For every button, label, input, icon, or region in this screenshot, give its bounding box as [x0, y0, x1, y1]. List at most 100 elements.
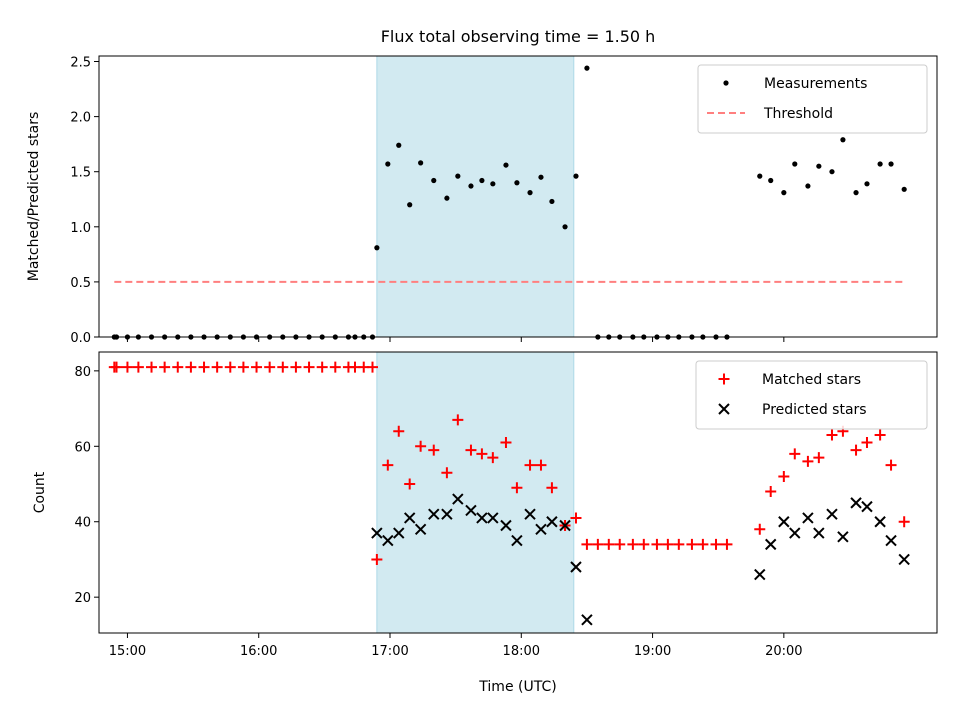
data-point — [638, 538, 650, 550]
data-point — [562, 224, 568, 230]
y-tick-label: 0.5 — [70, 276, 91, 291]
count-panel: 20 40 60 80 15:00 16:00 17:00 18:00 19:00 20:00 Co… — [32, 351, 938, 659]
data-point — [382, 459, 394, 471]
data-point — [888, 161, 894, 167]
legend-marker — [723, 80, 729, 86]
data-point — [441, 467, 453, 479]
x-tick-label: 19:00 — [634, 644, 671, 659]
data-point — [686, 538, 698, 550]
data-point — [514, 180, 520, 186]
y-tick-label: 1.0 — [70, 221, 91, 236]
data-point — [802, 455, 814, 467]
data-point — [524, 508, 536, 520]
data-point — [452, 414, 464, 426]
series-predicted-stars — [371, 493, 910, 626]
shaded-interval — [376, 351, 575, 634]
data-point — [816, 163, 822, 169]
data-point — [264, 361, 276, 373]
x-tick-label: 15:00 — [109, 644, 146, 659]
legend: Measurements Threshold — [697, 64, 928, 134]
data-point — [710, 538, 722, 550]
data-point — [382, 534, 394, 547]
legend-box — [697, 64, 928, 134]
chart-title: Flux total observing time = 1.50 h — [381, 27, 656, 46]
data-point — [479, 177, 485, 184]
data-point — [627, 538, 639, 550]
data-point — [861, 437, 873, 449]
data-point — [837, 531, 849, 543]
data-point — [500, 437, 512, 449]
data-point — [444, 195, 450, 201]
shaded-interval — [376, 55, 575, 338]
data-point — [487, 512, 499, 524]
data-point — [584, 65, 590, 71]
data-point — [465, 444, 477, 456]
ratio-panel: 0.0 0.5 1.0 1.5 2.0 2.5 Matched/Predicted star… — [26, 55, 938, 346]
data-point — [840, 137, 846, 143]
y-axis-label: Matched/Predicted stars — [26, 112, 42, 282]
data-point — [329, 361, 341, 373]
data-point — [864, 181, 870, 187]
legend-label: Matched stars — [762, 372, 861, 388]
y-tick-label: 2.0 — [70, 111, 91, 126]
data-point — [224, 361, 236, 373]
y-tick-label: 40 — [74, 516, 91, 531]
x-tick-label: 20:00 — [765, 644, 802, 659]
data-point — [237, 361, 249, 373]
data-point — [535, 459, 547, 471]
data-point — [789, 527, 801, 539]
data-point — [721, 538, 733, 550]
data-point — [581, 538, 593, 550]
y-tick-label: 0.0 — [70, 331, 91, 346]
data-point — [407, 202, 413, 208]
legend-marker — [718, 403, 730, 415]
data-point — [592, 538, 604, 550]
data-point — [487, 452, 499, 464]
data-point — [159, 361, 171, 373]
data-point — [765, 486, 777, 498]
data-point — [781, 190, 787, 196]
data-point — [805, 183, 811, 189]
data-point — [468, 183, 474, 189]
data-point — [877, 161, 883, 167]
data-point — [570, 512, 582, 524]
data-point — [198, 361, 210, 373]
axes-frame — [98, 55, 938, 338]
data-point — [403, 512, 416, 524]
data-point — [455, 173, 461, 179]
legend-marker — [718, 373, 730, 385]
data-point — [546, 482, 558, 494]
x-tick-label: 17:00 — [371, 644, 408, 659]
axes-frame — [98, 351, 938, 634]
data-point — [885, 459, 897, 471]
data-point — [850, 444, 862, 456]
data-point — [570, 561, 582, 573]
data-point — [111, 361, 123, 373]
data-point — [874, 429, 886, 441]
data-point — [573, 173, 579, 179]
data-point — [778, 470, 790, 482]
data-point — [415, 440, 427, 452]
data-point — [303, 361, 315, 373]
data-point — [754, 568, 766, 581]
data-point — [132, 361, 144, 373]
data-point — [898, 553, 910, 566]
data-point — [185, 361, 197, 373]
data-point — [500, 519, 512, 532]
data-point — [251, 361, 263, 373]
y-tick-label: 80 — [74, 365, 91, 380]
data-point — [898, 516, 910, 528]
data-point — [813, 452, 825, 464]
data-point — [393, 425, 405, 437]
data-point — [778, 516, 790, 528]
data-point — [465, 504, 477, 517]
data-point — [802, 512, 814, 524]
data-point — [396, 142, 402, 148]
data-point — [211, 361, 223, 373]
data-point — [535, 523, 547, 535]
y-tick-label: 20 — [74, 591, 91, 606]
data-point — [414, 523, 427, 535]
data-point — [503, 162, 509, 168]
data-point — [559, 519, 571, 532]
